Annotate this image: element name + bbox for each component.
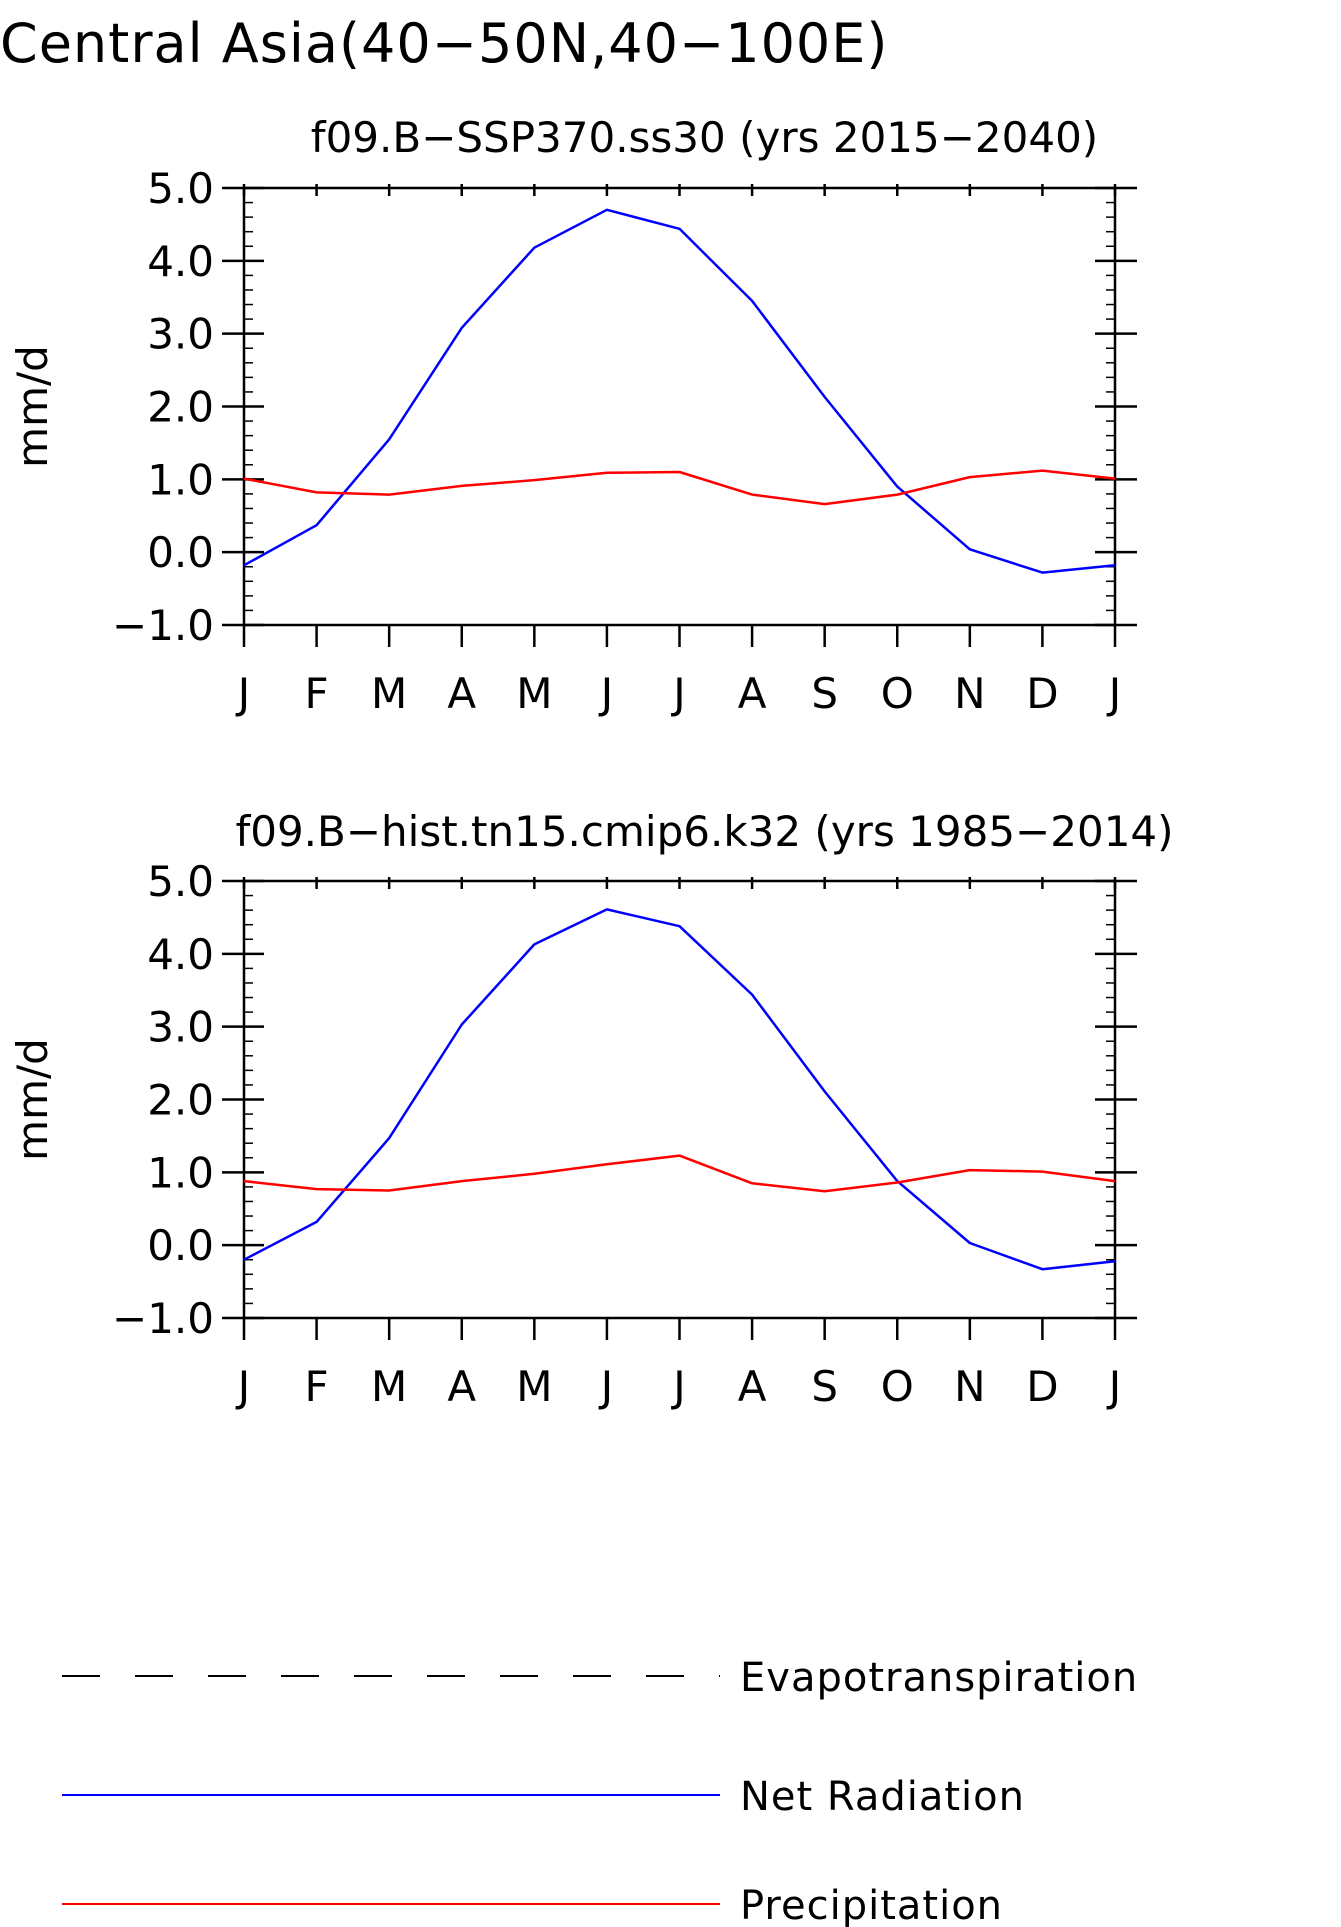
legend: Evapotranspiration Net Radiation Precipita… [62, 1655, 1138, 1927]
y-tick-label: 0.0 [147, 528, 214, 577]
x-tick-label: A [447, 669, 476, 718]
series-line-net-radiation [243, 208, 1116, 574]
x-tick-label: A [447, 1362, 476, 1411]
y-axis-label: mm/d [8, 345, 57, 468]
chart-panel-ssp370: f09.B−SSP370.ss30 (yrs 2015−2040) mm/d −1.… [8, 113, 1137, 718]
x-tick-label: S [811, 1362, 838, 1411]
x-tick-label: J [670, 669, 685, 718]
y-tick-label: 3.0 [147, 1003, 214, 1052]
x-tick-label: M [516, 669, 552, 718]
plot-frame [242, 879, 1117, 1320]
x-tick-label: S [811, 669, 838, 718]
y-tick-label: 0.0 [147, 1221, 214, 1270]
y-axis-label: mm/d [8, 1038, 57, 1161]
page-title: Central Asia(40−50N,40−100E) [0, 12, 888, 75]
y-tick-label: 3.0 [147, 310, 214, 359]
x-tick-label: D [1026, 1362, 1058, 1411]
y-tick-label: 1.0 [147, 1148, 214, 1197]
x-tick-label: A [738, 1362, 767, 1411]
x-tick-label: J [598, 669, 613, 718]
y-tick-label: 4.0 [147, 237, 214, 286]
chart-title: f09.B−SSP370.ss30 (yrs 2015−2040) [311, 113, 1098, 162]
x-tick-label: J [1106, 669, 1121, 718]
x-tick-label: M [371, 1362, 407, 1411]
legend-label: Evapotranspiration [740, 1655, 1138, 1701]
x-tick-label: J [598, 1362, 613, 1411]
y-tick-label: 2.0 [147, 1076, 214, 1125]
y-tick-label: −1.0 [112, 601, 214, 650]
x-tick-label: D [1026, 669, 1058, 718]
y-tick-label: 5.0 [147, 857, 214, 906]
x-tick-label: M [516, 1362, 552, 1411]
y-tick-label: −1.0 [112, 1294, 214, 1343]
x-tick-label: O [881, 1362, 914, 1411]
x-tick-label: O [881, 669, 914, 718]
x-tick-label: A [738, 669, 767, 718]
x-tick-label: N [954, 669, 985, 718]
x-tick-label: J [1106, 1362, 1121, 1411]
series-line-precipitation [243, 469, 1116, 506]
chart-panel-hist: f09.B−hist.tn15.cmip6.k32 (yrs 1985−2014… [8, 807, 1174, 1411]
chart-title: f09.B−hist.tn15.cmip6.k32 (yrs 1985−2014… [235, 807, 1173, 856]
x-tick-label: F [304, 669, 328, 718]
y-tick-label: 2.0 [147, 383, 214, 432]
x-tick-label: J [235, 1362, 250, 1411]
legend-label: Net Radiation [740, 1774, 1025, 1820]
x-tick-label: M [371, 669, 407, 718]
y-tick-label: 1.0 [147, 455, 214, 504]
x-tick-label: J [235, 669, 250, 718]
x-tick-label: N [954, 1362, 985, 1411]
y-tick-label: 5.0 [147, 164, 214, 213]
legend-label: Precipitation [740, 1883, 1003, 1927]
plot-frame [242, 186, 1117, 627]
series-line-precipitation [243, 1154, 1116, 1193]
x-tick-label: F [304, 1362, 328, 1411]
x-tick-label: J [670, 1362, 685, 1411]
y-tick-label: 4.0 [147, 930, 214, 979]
series-line-net-radiation [243, 908, 1116, 1271]
